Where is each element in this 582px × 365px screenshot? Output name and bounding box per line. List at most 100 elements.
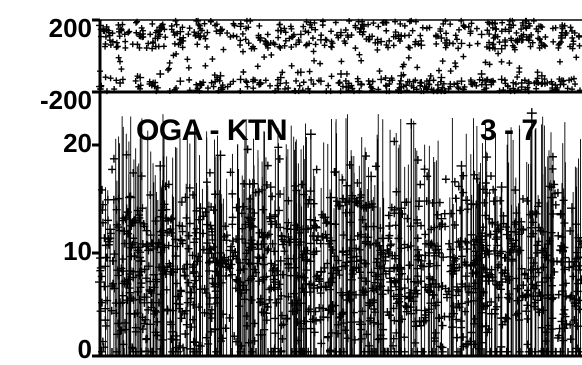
- bottom-texture-point: [353, 178, 362, 187]
- bottom-texture-point: [351, 290, 360, 299]
- bottom-texture-point: [371, 162, 380, 171]
- top-point-s0-14: [377, 37, 386, 46]
- top-texture-point: [117, 58, 124, 65]
- top-texture-point: [299, 87, 306, 94]
- top-texture-point: [504, 82, 511, 89]
- top-texture-point: [569, 34, 576, 41]
- bottom-texture-point: [278, 311, 287, 320]
- bottom-texture-point: [269, 264, 278, 273]
- top-texture-point: [513, 29, 520, 36]
- top-texture-point: [488, 81, 495, 88]
- bottom-texture-point: [384, 211, 393, 220]
- top-texture-point: [538, 81, 545, 88]
- bottom-texture-point: [365, 298, 374, 307]
- top-texture-point: [122, 44, 129, 51]
- top-texture-point: [386, 37, 393, 44]
- top-texture-point: [518, 26, 525, 33]
- top-texture-point: [518, 84, 525, 91]
- top-texture-point: [484, 27, 491, 34]
- top-texture-point: [400, 61, 407, 68]
- top-texture-point: [452, 32, 459, 39]
- top-texture-point: [323, 88, 330, 95]
- top-texture-point: [204, 85, 211, 92]
- bottom-texture-point: [441, 175, 450, 184]
- top-texture-point: [276, 43, 283, 50]
- top-texture-point: [308, 24, 315, 31]
- top-texture-point: [288, 44, 295, 51]
- top-point-s1-18: [457, 77, 466, 86]
- top-texture-point: [498, 28, 505, 35]
- top-texture-point: [282, 29, 289, 36]
- top-texture-point: [198, 81, 205, 88]
- bottom-texture-point: [265, 295, 274, 304]
- top-texture-point: [325, 82, 332, 89]
- bottom-texture-point: [402, 302, 411, 311]
- top-texture-point: [511, 46, 518, 53]
- top-texture-point: [251, 45, 258, 52]
- top-texture-point: [401, 22, 408, 29]
- top-texture-point: [328, 28, 335, 35]
- top-texture-point: [454, 80, 461, 87]
- top-texture-point: [433, 40, 440, 47]
- bottom-texture-point: [328, 269, 337, 278]
- top-texture-point: [134, 18, 141, 25]
- annotation-station-pair: OGA - KTN: [136, 114, 288, 147]
- bottom-texture-point: [523, 196, 532, 205]
- top-texture-point: [153, 88, 160, 95]
- top-point-s0-10: [296, 30, 305, 39]
- top-texture-point: [219, 86, 226, 93]
- top-texture-point: [306, 68, 313, 75]
- top-texture-point: [267, 82, 274, 89]
- top-texture-point: [121, 31, 128, 38]
- top-texture-point: [481, 86, 488, 93]
- top-texture-point: [136, 44, 143, 51]
- top-texture-point: [289, 33, 296, 40]
- bottom-texture-point: [265, 212, 274, 221]
- bottom-texture-point: [519, 281, 528, 290]
- top-texture-point: [345, 84, 352, 91]
- top-texture-point: [336, 80, 343, 87]
- top-point-s0-17: [437, 34, 446, 42]
- top-texture-point: [450, 40, 457, 47]
- top-texture-point: [185, 64, 192, 71]
- top-texture-point: [107, 41, 114, 48]
- top-texture-point: [525, 37, 532, 44]
- top-texture-point: [293, 41, 300, 48]
- bottom-texture-point: [103, 296, 112, 305]
- top-texture-point: [454, 84, 461, 91]
- top-texture-point: [315, 77, 322, 84]
- top-texture-point: [239, 30, 246, 37]
- top-texture-point: [282, 37, 289, 44]
- bottom-texture-point: [487, 297, 496, 306]
- bottom-texture-point: [229, 237, 238, 246]
- top-texture-point: [474, 40, 481, 47]
- top-texture-point: [275, 85, 282, 92]
- top-texture-point: [423, 84, 430, 91]
- bottom-texture-point: [523, 340, 532, 349]
- bottom-texture-point: [417, 321, 426, 330]
- bottom-texture-point: [258, 233, 267, 242]
- top-texture-point: [369, 78, 376, 85]
- top-texture-point: [496, 87, 503, 94]
- top-texture-point: [572, 81, 579, 88]
- top-texture-point: [456, 26, 463, 33]
- top-texture-point: [502, 42, 509, 49]
- top-texture-point: [550, 38, 557, 45]
- bottom-texture-point: [418, 347, 427, 356]
- top-texture-point: [132, 77, 139, 84]
- top-texture-point: [349, 85, 356, 92]
- bottom-texture-point: [450, 256, 459, 265]
- bottom-texture-point: [416, 277, 425, 286]
- bottom-texture-point: [511, 186, 520, 195]
- top-texture-point: [116, 33, 123, 40]
- top-texture-point: [558, 39, 565, 46]
- top-texture-point: [434, 81, 441, 88]
- top-texture-point: [552, 86, 559, 93]
- top-texture-point: [569, 86, 576, 93]
- top-texture-point: [412, 18, 419, 25]
- bottom-texture-point: [520, 269, 529, 278]
- top-texture-point: [157, 31, 164, 38]
- top-texture-point: [577, 87, 582, 94]
- top-texture-point: [208, 79, 215, 86]
- top-texture-point: [430, 77, 437, 84]
